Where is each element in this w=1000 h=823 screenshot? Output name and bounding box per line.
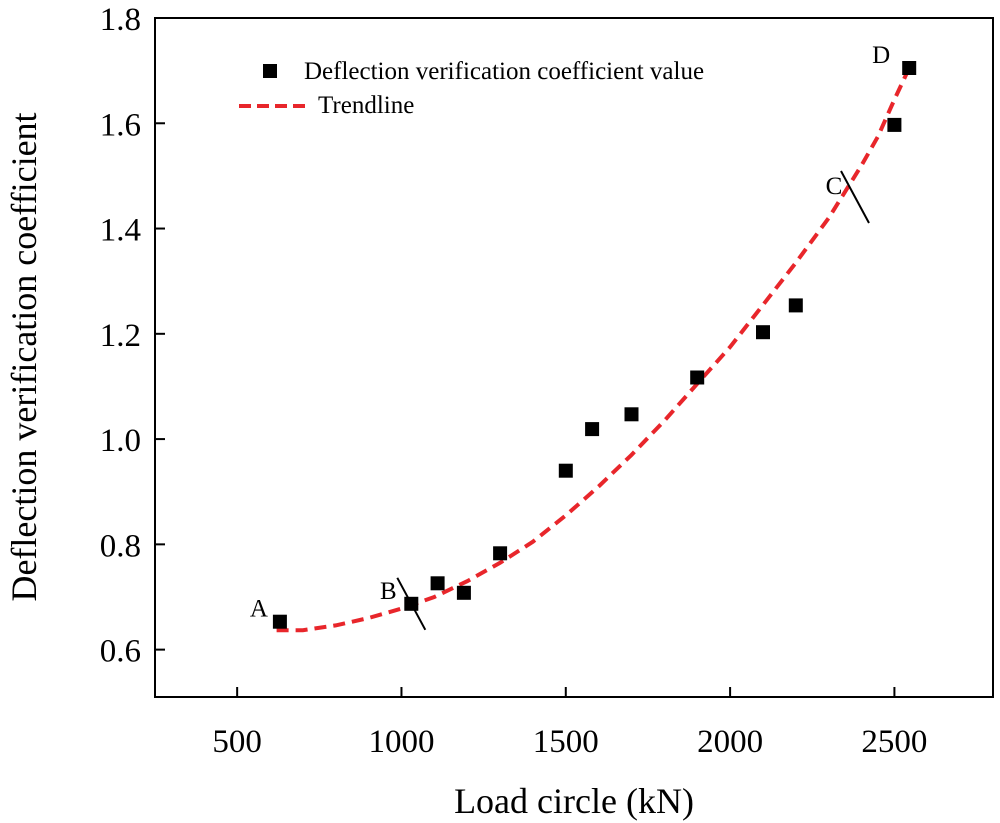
data-points-layer xyxy=(272,61,917,629)
x-axis-title: Load circle (kN) xyxy=(454,781,694,821)
x-tick-label: 1000 xyxy=(368,724,434,760)
data-point xyxy=(493,546,508,561)
x-tick-label: 1500 xyxy=(533,724,599,760)
legend-label-trendline: Trendline xyxy=(318,92,414,119)
y-tick-label: 1.2 xyxy=(100,318,141,354)
legend-marker-square xyxy=(263,64,277,78)
point-label-b: B xyxy=(380,578,397,605)
point-label-a: A xyxy=(250,596,268,623)
data-point xyxy=(902,61,917,75)
y-axis: 0.6 0.8 1.0 1.2 1.4 1.6 1.8 xyxy=(100,2,165,670)
y-tick-label: 0.8 xyxy=(100,528,141,564)
data-point xyxy=(585,422,600,437)
legend-label-points: Deflection verification coefficient valu… xyxy=(304,58,704,85)
point-labels: A B C D xyxy=(250,42,890,623)
y-tick-label: 1.6 xyxy=(100,107,141,143)
data-point xyxy=(430,576,445,591)
y-tick-label: 1.0 xyxy=(100,423,141,459)
x-tick-label: 2000 xyxy=(697,724,763,760)
x-axis: 500 1000 1500 2000 2500 xyxy=(212,687,927,760)
y-tick-label: 0.6 xyxy=(100,634,141,670)
plot-area-frame xyxy=(154,17,994,698)
point-label-d: D xyxy=(872,42,890,69)
data-point xyxy=(404,596,419,611)
data-point xyxy=(690,370,705,385)
data-point xyxy=(756,325,770,340)
trendline-layer xyxy=(276,67,912,633)
data-point xyxy=(624,407,639,422)
data-point xyxy=(272,614,287,629)
trendline xyxy=(276,67,912,633)
data-point xyxy=(558,463,573,478)
data-point xyxy=(456,585,471,600)
data-point xyxy=(788,298,803,313)
legend: Deflection verification coefficient valu… xyxy=(239,58,704,119)
point-label-c: C xyxy=(826,173,843,200)
y-axis-title: Deflection verification coefficient xyxy=(4,112,44,601)
divider-layer xyxy=(396,170,870,631)
y-tick-label: 1.8 xyxy=(100,2,141,38)
data-point xyxy=(887,117,902,132)
y-tick-label: 1.4 xyxy=(100,213,141,249)
x-tick-label: 2500 xyxy=(861,724,927,760)
segment-divider xyxy=(840,170,870,224)
x-tick-label: 500 xyxy=(212,724,262,760)
